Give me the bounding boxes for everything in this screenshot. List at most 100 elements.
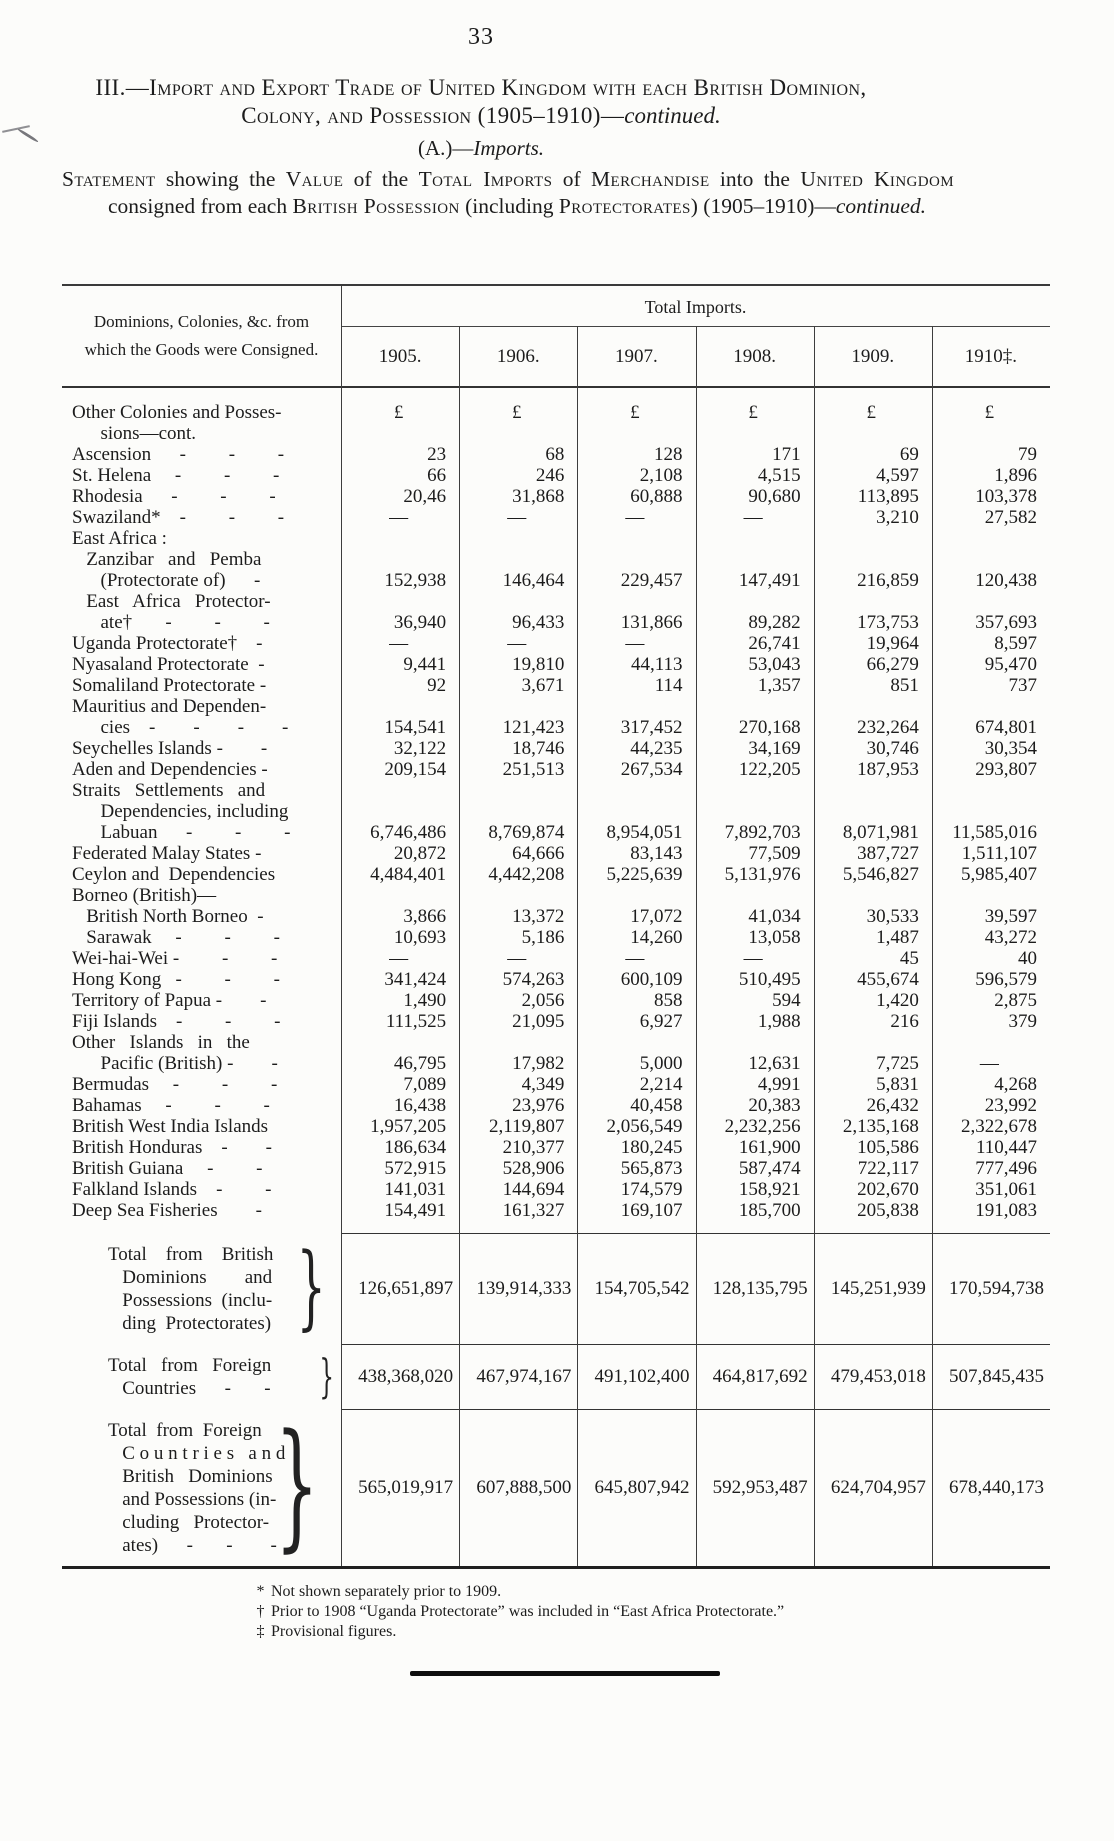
cell-value: 44,235 [630, 738, 683, 759]
cell-value: 3,866 [403, 906, 447, 927]
column-rule [932, 326, 933, 1566]
cell-value: 103,378 [975, 486, 1037, 507]
column-rule [814, 326, 815, 1566]
total-label-line: British Dominions [108, 1466, 273, 1487]
cell-value: 4,349 [521, 1074, 565, 1095]
row-label-line: Fiji Islands - - - [72, 1011, 281, 1032]
cell-value: 92 [427, 675, 447, 696]
cell-value: 5,985,407 [960, 864, 1037, 885]
cell-value: 113,895 [857, 486, 919, 507]
cell-value: 387,727 [857, 843, 919, 864]
row-label: Borneo (British)— [62, 885, 341, 906]
row-label-line: Rhodesia - - - [72, 486, 276, 507]
table-row: Straits Settlements and Dependencies, in… [62, 780, 1050, 843]
total-label-line: Countries - - [108, 1378, 271, 1399]
cell-value: 173,753 [857, 612, 919, 633]
cell-value: 114 [654, 675, 683, 696]
row-label: Zanzibar and Pemba (Protectorate of) - [62, 549, 341, 591]
cell-value: 209,154 [384, 759, 447, 780]
cell-value: 46,795 [393, 1053, 447, 1074]
table-row: Fiji Islands - - - 111,525 21,095 6,927 1,98… [62, 1011, 1050, 1032]
cell-value: 2,875 [994, 990, 1037, 1011]
column-header-year: 1910‡. [964, 345, 1018, 367]
cell-value: 13,372 [512, 906, 565, 927]
row-label: Swaziland* - - - [62, 507, 341, 528]
cell-value: 96,433 [512, 612, 565, 633]
cell-value: 154,541 [384, 717, 447, 738]
cell-value: 528,906 [502, 1158, 565, 1179]
cell-value: 6,927 [639, 1011, 683, 1032]
cell-value: 45 [899, 948, 919, 969]
cell-value: 1,490 [403, 990, 447, 1011]
cell-value: 341,424 [384, 969, 447, 990]
cell-value: 154,491 [384, 1200, 447, 1221]
totals-rule [341, 1344, 1050, 1345]
row-label: Other Colonies and Posses- sions—cont. [62, 402, 341, 444]
row-label: Mauritius and Dependen- cies - - - - [62, 696, 341, 738]
column-rule [696, 326, 697, 1566]
cell-value: 596,579 [975, 969, 1037, 990]
row-label: British Honduras - - [62, 1137, 341, 1158]
cell-value [341, 528, 459, 549]
total-label-line: and Possessions (in- [108, 1489, 277, 1510]
text-segment: continued. [624, 103, 721, 128]
cell-value: 169,107 [620, 1200, 683, 1221]
text-segment: United Kingdom [800, 167, 954, 191]
row-label-line: British West India Islands [72, 1116, 269, 1137]
row-label: Aden and Dependencies - [62, 759, 341, 780]
cell-value: 69 [899, 444, 919, 465]
cell-value [341, 885, 459, 906]
total-value: 479,453,018 [830, 1366, 926, 1387]
cell-value: 120,438 [975, 570, 1037, 591]
cell-value: — [625, 633, 645, 654]
cell-value [577, 528, 695, 549]
total-value: 507,845,435 [948, 1366, 1044, 1387]
cell-value: 205,838 [857, 1200, 919, 1221]
table-row: Bermudas - - - 7,089 4,349 2,214 4,991 5,831 4… [62, 1074, 1050, 1095]
row-label-line: Mauritius and Dependen- [72, 696, 267, 717]
table-row: British Honduras - - 186,634 210,377 180,24… [62, 1137, 1050, 1158]
cell-value: 574,263 [502, 969, 565, 990]
total-value: 645,807,942 [594, 1477, 690, 1498]
column-header-year: 1908. [733, 345, 776, 367]
cell-value: 185,700 [738, 1200, 801, 1221]
row-label: British Guiana - - [62, 1158, 341, 1179]
table-row: Uganda Protectorate† - — — — 26,741 19,964 8,5… [62, 633, 1050, 654]
cell-value: £ [984, 402, 995, 423]
cell-value: 4,597 [876, 465, 919, 486]
row-label: Fiji Islands - - - [62, 1011, 341, 1032]
row-label: Rhodesia - - - [62, 486, 341, 507]
total-label-line: C o u n t r i e s a n d [108, 1443, 286, 1464]
row-label: East Africa : [62, 528, 341, 549]
table-row: Aden and Dependencies - 209,154 251,513 267… [62, 759, 1050, 780]
cell-value: 594 [772, 990, 801, 1011]
cell-value: 68 [545, 444, 565, 465]
total-label-line: Total from Foreign [108, 1420, 262, 1441]
row-label: Territory of Papua - - [62, 990, 341, 1011]
cell-value: 31,868 [512, 486, 565, 507]
row-label: Ceylon and Dependencies [62, 864, 341, 885]
footnote-marker: ‡ [256, 1623, 265, 1640]
section-heading: (A.)—Imports. [62, 136, 900, 161]
text-segment: British Possession [292, 194, 460, 218]
row-label: Hong Kong - - - [62, 969, 341, 990]
column-header-year: 1906. [496, 345, 540, 367]
text-segment: of the [343, 167, 419, 191]
row-label-line: cies - - - - [72, 717, 289, 738]
cell-value: 121,423 [502, 717, 565, 738]
cell-value: — [389, 948, 409, 969]
cell-value: 146,464 [502, 570, 565, 591]
footnotes: * Not shown separately prior to 1909. † P… [254, 1582, 785, 1642]
text-segment: Total Imports [418, 167, 553, 191]
row-label-line: Other Islands in the [72, 1032, 250, 1053]
total-row: Total from Foreign C o u n t r i e s a n… [62, 1410, 1050, 1566]
cell-value: 293,807 [975, 759, 1037, 780]
brace-glyph: } [275, 1404, 320, 1566]
document-title: III.—Import and Export Trade of United K… [62, 74, 900, 130]
cell-value: 737 [1008, 675, 1037, 696]
footnote: ‡ Provisional figures. [254, 1622, 784, 1642]
cell-value [814, 885, 932, 906]
cell-value [932, 885, 1050, 906]
cell-value: 216,859 [857, 570, 919, 591]
table-row: Mauritius and Dependen- cies - - - - 154,… [62, 696, 1050, 738]
